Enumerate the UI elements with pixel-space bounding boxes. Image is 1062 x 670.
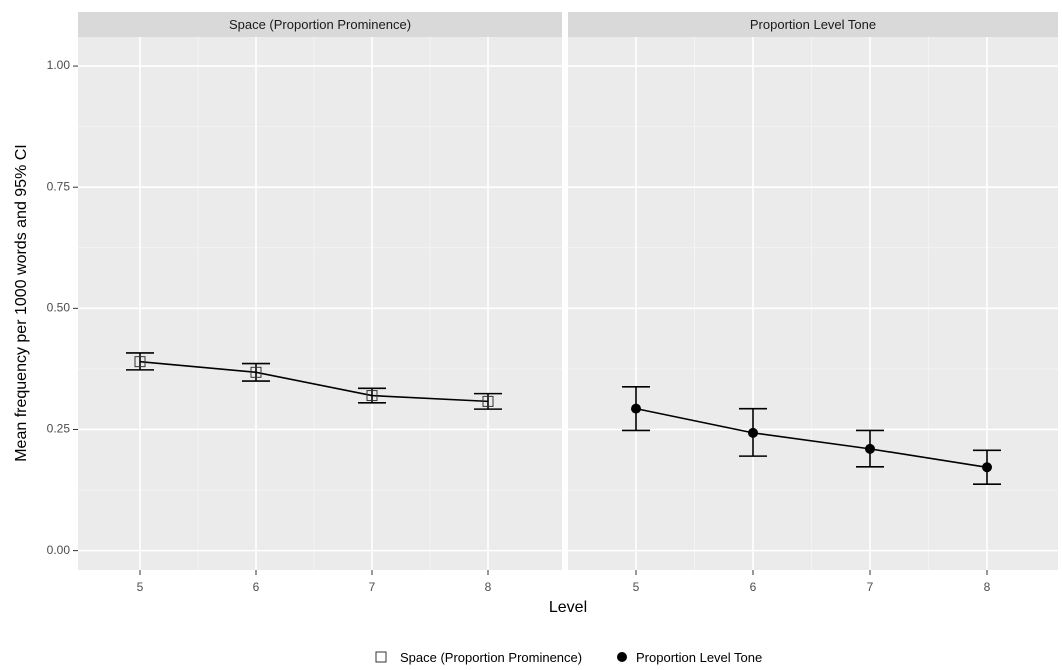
x-axis-title: Level (549, 599, 587, 616)
facet-title-right: Proportion Level Tone (750, 17, 876, 32)
data-point-circle (982, 462, 992, 473)
y-tick-label: 1.00 (47, 58, 71, 72)
data-point-circle (865, 443, 875, 454)
x-tick-label: 7 (867, 580, 874, 594)
y-axis: 0.00 0.25 0.50 0.75 1.00 (47, 58, 71, 557)
facet-strip-right (568, 12, 1058, 37)
data-point-square (134, 356, 146, 368)
panel-background-right (568, 37, 1058, 570)
x-tick-label: 5 (633, 580, 640, 594)
facet-strip-left (78, 12, 562, 37)
x-tick-label: 5 (137, 580, 144, 594)
series-proportion-level-tone (622, 386, 1001, 486)
legend-label-space: Space (Proportion Prominence) (400, 650, 582, 665)
data-point-square (250, 366, 262, 378)
x-tick-label: 7 (369, 580, 376, 594)
y-tick-label: 0.25 (47, 422, 71, 436)
legend-label-tone: Proportion Level Tone (636, 650, 762, 665)
y-tick-label: 0.50 (47, 301, 71, 315)
y-tick-label: 0.75 (47, 179, 71, 193)
x-tick-label: 8 (984, 580, 991, 594)
panel-background-left (78, 37, 562, 570)
x-tick-label: 8 (485, 580, 492, 594)
x-tick-label: 6 (750, 580, 757, 594)
series-line (139, 360, 489, 403)
data-point-square (482, 395, 494, 407)
y-axis-title: Mean frequency per 1000 words and 95% CI (13, 144, 30, 462)
x-tick-marks (139, 570, 988, 575)
data-point-circle (631, 403, 641, 414)
x-axis-right: 5 6 7 8 (633, 580, 991, 594)
legend-key-open-square-icon (375, 651, 387, 663)
facet-title-left: Space (Proportion Prominence) (229, 17, 411, 32)
legend: Space (Proportion Prominence) Proportion… (375, 650, 762, 665)
y-tick-marks (73, 65, 78, 552)
data-point-circle (748, 427, 758, 438)
y-tick-label: 0.00 (47, 543, 71, 557)
data-point-square (366, 390, 378, 402)
gridlines-left (78, 37, 562, 570)
series-space-proportion-prominence (126, 352, 502, 410)
legend-key-filled-circle-icon (617, 652, 627, 662)
x-tick-label: 6 (253, 580, 260, 594)
series-line (635, 407, 988, 469)
x-axis-left: 5 6 7 8 (137, 580, 492, 594)
